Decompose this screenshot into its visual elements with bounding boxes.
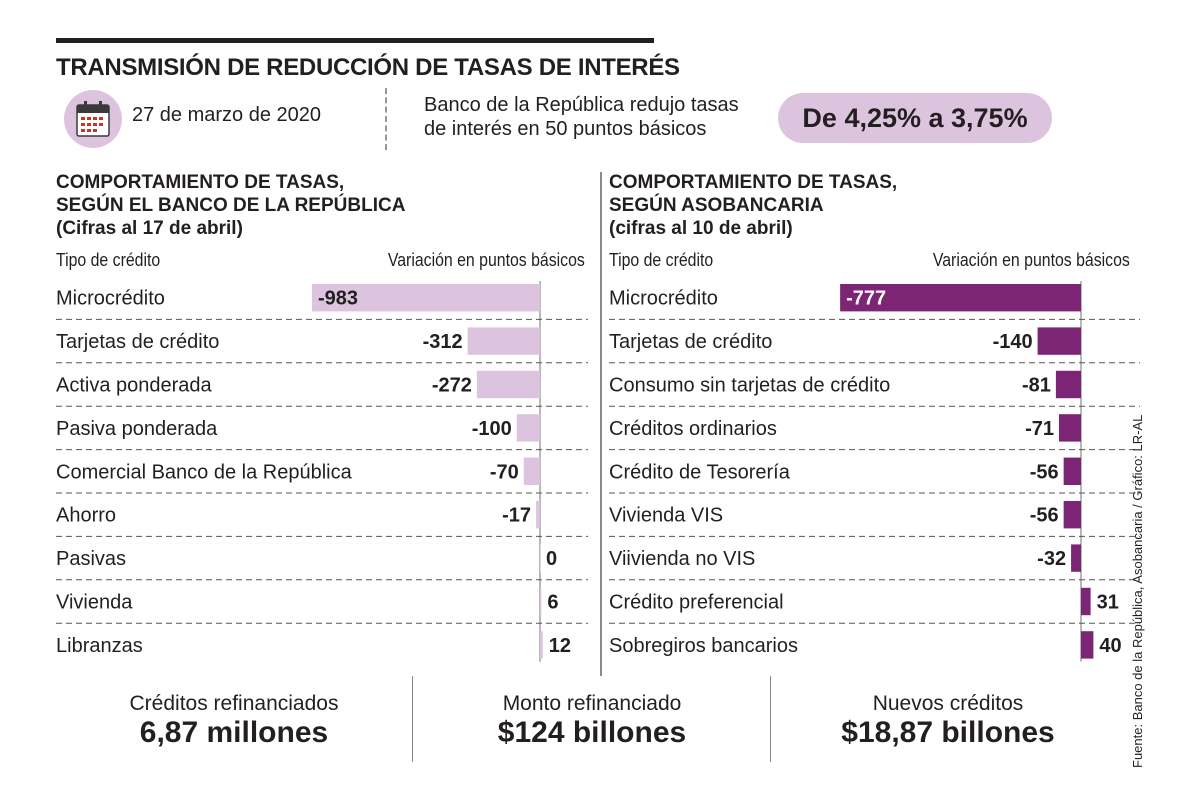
- stat-label-refinanced-amount: Monto refinanciado: [502, 692, 682, 715]
- note-line-1: Banco de la República redujo tasas: [424, 94, 739, 116]
- stat-value-refinanced-amount: $124 billones: [497, 716, 687, 749]
- left-category-label: Ahorro: [56, 505, 116, 527]
- stat-separator-2: [770, 676, 771, 762]
- right-bar: [1071, 544, 1081, 572]
- left-category-label: Pasivas: [56, 548, 126, 570]
- right-value-label: -56: [1030, 461, 1059, 483]
- right-value-label: -777: [846, 288, 886, 310]
- right-value-label: 31: [1097, 592, 1119, 614]
- left-bar: [523, 457, 540, 485]
- right-value-label: -81: [1022, 375, 1051, 397]
- right-value-label: 40: [1099, 635, 1121, 657]
- right-category-label: Microcrédito: [609, 288, 718, 310]
- right-category-label: Vivienda VIS: [609, 505, 723, 527]
- right-value-label: -32: [1037, 548, 1066, 570]
- right-bar: [1081, 587, 1091, 616]
- right-category-label: Viivienda no VIS: [609, 548, 755, 570]
- right-value-label: -71: [1025, 418, 1054, 440]
- source-footer-wrap: Fuente: Banco de la República, Asobancar…: [1128, 404, 1152, 768]
- left-col-head-type: Tipo de crédito: [56, 250, 161, 270]
- right-bar: [1037, 327, 1081, 355]
- left-value-label: 6: [547, 592, 558, 614]
- stat-value-refinanced-count: 6,87 millones: [139, 716, 329, 749]
- right-col-head-variation: Variación en puntos básicos: [933, 250, 1130, 270]
- right-bar-chart: Microcrédito -777 Tarjetas de crédito -140 C…: [609, 281, 1140, 662]
- left-value-label: -17: [502, 505, 531, 527]
- left-category-label: Pasiva ponderada: [56, 418, 218, 440]
- left-value-label: -312: [423, 331, 463, 353]
- right-bar: [1063, 457, 1081, 485]
- right-bar: [1063, 501, 1081, 529]
- left-category-label: Comercial Banco de la República: [56, 461, 353, 483]
- stat-label-refinanced-count: Créditos refinanciados: [129, 692, 339, 715]
- right-category-label: Tarjetas de crédito: [609, 331, 772, 353]
- date-text: 27 de marzo de 2020: [132, 104, 322, 126]
- main-title: TRANSMISIÓN DE REDUCCIÓN DE TASAS DE INT…: [56, 54, 680, 81]
- left-chart-title-3: (Cifras al 17 de abril): [56, 218, 243, 239]
- right-category-label: Crédito preferencial: [609, 592, 784, 614]
- right-chart-title-2: SEGÚN ASOBANCARIA: [609, 195, 824, 216]
- right-bar: [1081, 631, 1094, 659]
- left-bar: [516, 414, 540, 442]
- left-value-label: -70: [490, 461, 519, 483]
- left-value-label: -272: [432, 375, 472, 397]
- right-value-label: -56: [1030, 505, 1059, 527]
- left-chart-title-2: SEGÚN EL BANCO DE LA REPÚBLICA: [56, 195, 406, 216]
- left-category-label: Tarjetas de crédito: [56, 331, 219, 353]
- chart-divider: [600, 172, 602, 676]
- left-bar: [540, 587, 542, 616]
- rate-highlight-text: De 4,25% a 3,75%: [802, 103, 1028, 133]
- top-rule: [56, 38, 654, 43]
- calendar-icon: [76, 101, 110, 137]
- left-bar: [540, 631, 543, 659]
- left-category-label: Microcrédito: [56, 288, 165, 310]
- left-category-label: Libranzas: [56, 635, 143, 657]
- right-value-label: -140: [993, 331, 1033, 353]
- left-value-label: -983: [318, 288, 358, 310]
- right-category-label: Crédito de Tesorería: [609, 461, 791, 483]
- right-bar: [840, 284, 1081, 312]
- left-category-label: Activa ponderada: [56, 375, 213, 397]
- right-bar: [1055, 370, 1081, 399]
- left-value-label: 12: [549, 635, 571, 657]
- left-value-label: -100: [472, 418, 512, 440]
- right-category-label: Créditos ordinarios: [609, 418, 777, 440]
- rate-highlight-pill: [778, 93, 1052, 143]
- left-bar: [476, 370, 540, 399]
- right-chart-title-3: (cifras al 10 de abril): [609, 218, 793, 239]
- stat-separator-1: [412, 676, 413, 762]
- left-bar-chart: Microcrédito -983 Tarjetas de crédito -312 A…: [56, 281, 588, 662]
- right-chart-title-1: COMPORTAMIENTO DE TASAS,: [609, 172, 898, 193]
- left-bar: [467, 327, 540, 355]
- source-footer: Fuente: Banco de la República, Asobancar…: [1130, 414, 1145, 768]
- left-value-label: 0: [546, 548, 557, 570]
- right-category-label: Sobregiros bancarios: [609, 635, 798, 657]
- left-bar: [311, 284, 540, 312]
- stat-value-new-credits: $18,87 billones: [841, 716, 1055, 749]
- stat-label-new-credits: Nuevos créditos: [872, 692, 1024, 715]
- left-category-label: Vivienda: [56, 592, 133, 614]
- note-line-2: de interés en 50 puntos básicos: [424, 118, 707, 140]
- right-col-head-type: Tipo de crédito: [609, 250, 714, 270]
- left-chart-title-1: COMPORTAMIENTO DE TASAS,: [56, 172, 345, 193]
- left-bar: [536, 501, 540, 529]
- right-bar: [1058, 414, 1081, 442]
- left-col-head-variation: Variación en puntos básicos: [388, 250, 585, 270]
- header-separator: [385, 88, 387, 150]
- left-bar: [540, 544, 541, 572]
- right-category-label: Consumo sin tarjetas de crédito: [609, 375, 890, 397]
